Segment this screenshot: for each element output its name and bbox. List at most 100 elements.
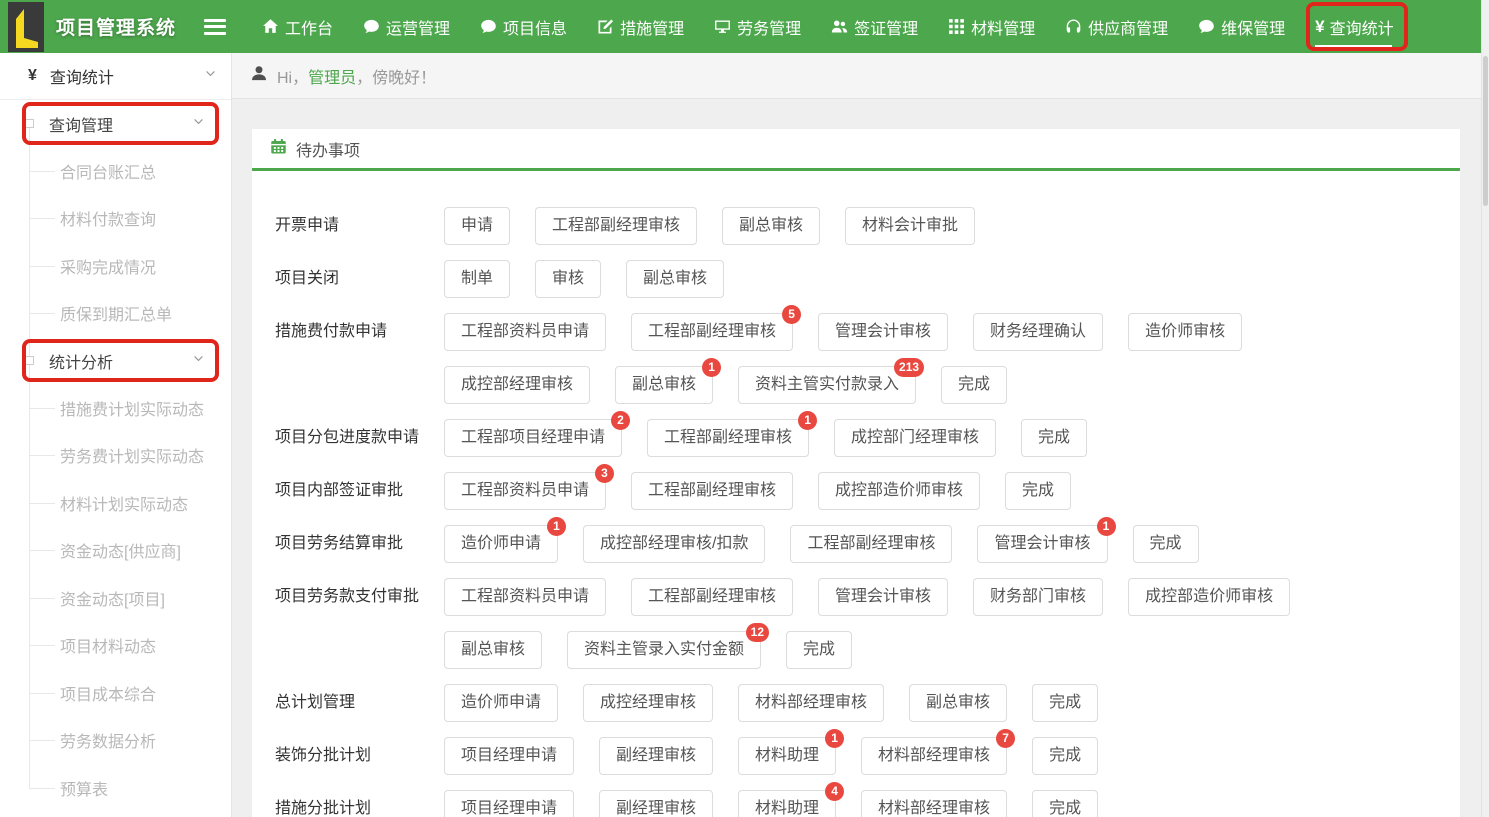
workflow-step-button[interactable]: 项目经理申请: [444, 737, 575, 775]
workflow-step-button[interactable]: 财务部门审核: [973, 578, 1104, 616]
sidebar-leaf-item[interactable]: 资金动态[项目]: [0, 574, 231, 622]
nav-item-查询统计[interactable]: ¥ 查询统计: [1306, 0, 1408, 53]
workflow-step-button[interactable]: 副总审核 1: [615, 358, 722, 404]
workflow-step-button[interactable]: 成控部经理审核/扣款: [583, 525, 766, 563]
nav-item-措施管理[interactable]: 措施管理: [597, 0, 684, 53]
sidebar-root-item[interactable]: ¥ 查询统计: [0, 53, 231, 100]
todo-step-line: 申请 工程部副经理审核 副总审核 材料会计审批: [444, 207, 1460, 245]
nav-item-材料管理[interactable]: 材料管理: [948, 0, 1035, 53]
todo-row-label: 项目劳务款支付审批: [275, 588, 420, 605]
workflow-step-button[interactable]: 项目经理申请: [444, 790, 575, 817]
workflow-step-button[interactable]: 完成: [1032, 790, 1099, 817]
sidebar-leaf-item[interactable]: 采购完成情况: [0, 242, 231, 290]
workflow-step-button[interactable]: 工程部副经理审核: [790, 525, 953, 563]
nav-item-label: 供应商管理: [1088, 20, 1169, 38]
sidebar-leaf-item[interactable]: 质保到期汇总单: [0, 290, 231, 338]
nav-item-label: 运营管理: [386, 20, 451, 38]
workflow-step-button[interactable]: 成控部造价师审核: [818, 472, 981, 510]
yen-icon: ¥: [28, 67, 37, 84]
notification-badge: 3: [595, 464, 615, 483]
workflow-step-button[interactable]: 副总审核: [722, 207, 821, 245]
workflow-step-button[interactable]: 财务经理确认: [973, 313, 1104, 351]
workflow-step-button[interactable]: 材料会计审批: [845, 207, 976, 245]
sidebar-leaf-item[interactable]: 措施费计划实际动态: [0, 384, 231, 432]
workflow-step-button[interactable]: 管理会计审核 1: [977, 517, 1116, 563]
todo-rows: 开票申请 申请 工程部副经理审核 副总审核 材料会计审批 项目关闭 制单 审核 副总审核 措施费付…: [252, 171, 1460, 817]
sidebar-leaf-item[interactable]: 预算表: [0, 764, 231, 812]
workflow-step-button[interactable]: 造价师审核: [1128, 313, 1243, 351]
workflow-step-button[interactable]: 成控部经理审核: [444, 366, 591, 404]
sidebar-leaf-item[interactable]: 材料付款查询: [0, 195, 231, 243]
workflow-step-button[interactable]: 工程部资料员申请: [444, 313, 607, 351]
page-scrollbar[interactable]: [1481, 0, 1489, 817]
hamburger-menu-icon[interactable]: [204, 15, 227, 38]
workflow-step-button[interactable]: 申请: [444, 207, 511, 245]
workflow-step-button[interactable]: 副总审核: [909, 684, 1008, 722]
sidebar-group-查询管理[interactable]: 查询管理: [0, 100, 231, 147]
nav-item-劳务管理[interactable]: 劳务管理: [714, 0, 801, 53]
nav-item-签证管理[interactable]: 签证管理: [831, 0, 918, 53]
workflow-step-button[interactable]: 成控经理审核: [583, 684, 714, 722]
greeting-bar: Hi，管理员，傍晚好！: [232, 53, 1481, 99]
sidebar-leaf-item[interactable]: 项目成本综合: [0, 669, 231, 717]
nav-item-label: 材料管理: [971, 20, 1036, 38]
workflow-step-button[interactable]: 完成: [1132, 525, 1199, 563]
workflow-step-button[interactable]: 造价师申请: [444, 684, 559, 722]
workflow-step-button[interactable]: 工程部副经理审核: [631, 578, 794, 616]
sidebar-leaf-item[interactable]: 资金动态[供应商]: [0, 527, 231, 575]
workflow-step-button[interactable]: 完成: [1021, 419, 1088, 457]
workflow-step-button[interactable]: 资料主管录入实付金额 12: [567, 623, 770, 669]
nav-item-运营管理[interactable]: 运营管理: [363, 0, 450, 53]
edit-icon: [597, 18, 614, 35]
workflow-step-button[interactable]: 副经理审核: [599, 737, 714, 775]
workflow-step-button[interactable]: 材料部经理审核 7: [861, 729, 1016, 775]
nav-item-label: 查询统计: [1329, 20, 1394, 38]
workflow-step-button[interactable]: 完成: [941, 366, 1008, 404]
scrollbar-thumb[interactable]: [1483, 56, 1488, 206]
workflow-step-button[interactable]: 材料助理 4: [738, 782, 845, 817]
sidebar-leaf-item[interactable]: 项目材料动态: [0, 622, 231, 670]
todo-row: 项目内部签证审批 工程部资料员申请 3 工程部副经理审核 成控部造价师审核 完成: [275, 464, 1460, 525]
nav-item-项目信息[interactable]: 项目信息: [480, 0, 567, 53]
workflow-step-button[interactable]: 制单: [444, 260, 511, 298]
workflow-step-button[interactable]: 工程部资料员申请: [444, 578, 607, 616]
workflow-step-button[interactable]: 造价师申请 1: [444, 517, 567, 563]
nav-item-维保管理[interactable]: 维保管理: [1198, 0, 1285, 53]
workflow-step-button[interactable]: 材料助理 1: [738, 729, 845, 775]
workflow-step-button[interactable]: 成控部造价师审核: [1128, 578, 1291, 616]
workflow-step-button[interactable]: 工程部副经理审核: [631, 472, 794, 510]
workflow-step-button[interactable]: 完成: [786, 631, 853, 669]
sidebar-leaf-item[interactable]: 材料计划实际动态: [0, 479, 231, 527]
sidebar-leaf-item[interactable]: 合同台账汇总: [0, 147, 231, 195]
workflow-step-button[interactable]: 成控部门经理审核: [834, 419, 997, 457]
workflow-step-button[interactable]: 完成: [1005, 472, 1072, 510]
todo-row: 项目劳务结算审批 造价师申请 1 成控部经理审核/扣款 工程部副经理审核 管理会计审核 1 完…: [275, 517, 1460, 578]
workflow-step-button[interactable]: 工程部副经理审核 5: [631, 305, 802, 351]
workflow-step-button[interactable]: 材料部经理审核: [738, 684, 885, 722]
nav-item-供应商管理[interactable]: 供应商管理: [1065, 0, 1168, 53]
sidebar-leaf-item[interactable]: 劳务费计划实际动态: [0, 432, 231, 480]
workflow-step-button[interactable]: 完成: [1032, 737, 1099, 775]
tree-node-square: [25, 355, 34, 365]
workflow-step-button[interactable]: 副总审核: [444, 631, 543, 669]
todo-row: 装饰分批计划 项目经理申请 副经理审核 材料助理 1 材料部经理审核 7 完成: [275, 729, 1460, 790]
workflow-step-button[interactable]: 管理会计审核: [818, 578, 949, 616]
workflow-step-button[interactable]: 副经理审核: [599, 790, 714, 817]
workflow-step-button[interactable]: 工程部资料员申请 3: [444, 464, 615, 510]
workflow-step-button[interactable]: 资料主管实付款录入 213: [738, 358, 925, 404]
workflow-step-button[interactable]: 副总审核: [626, 260, 725, 298]
workflow-step-button[interactable]: 工程部副经理审核 1: [647, 411, 818, 457]
notification-badge: 1: [702, 358, 722, 377]
sidebar-leaf-item[interactable]: 劳务数据分析: [0, 717, 231, 765]
todo-step-line: 项目经理申请 副经理审核 材料助理 4 材料部经理审核 完成: [444, 782, 1460, 817]
workflow-step-button[interactable]: 审核: [535, 260, 602, 298]
sidebar-group-统计分析[interactable]: 统计分析: [0, 337, 231, 384]
workflow-step-button[interactable]: 材料部经理审核: [861, 790, 1008, 817]
workflow-step-button[interactable]: 工程部副经理审核: [535, 207, 698, 245]
workflow-step-button[interactable]: 管理会计审核: [818, 313, 949, 351]
workflow-step-button[interactable]: 工程部项目经理申请 2: [444, 411, 631, 457]
workflow-step-button[interactable]: 完成: [1032, 684, 1099, 722]
nav-item-工作台[interactable]: 工作台: [262, 0, 333, 53]
tree-node-square: [25, 118, 34, 128]
